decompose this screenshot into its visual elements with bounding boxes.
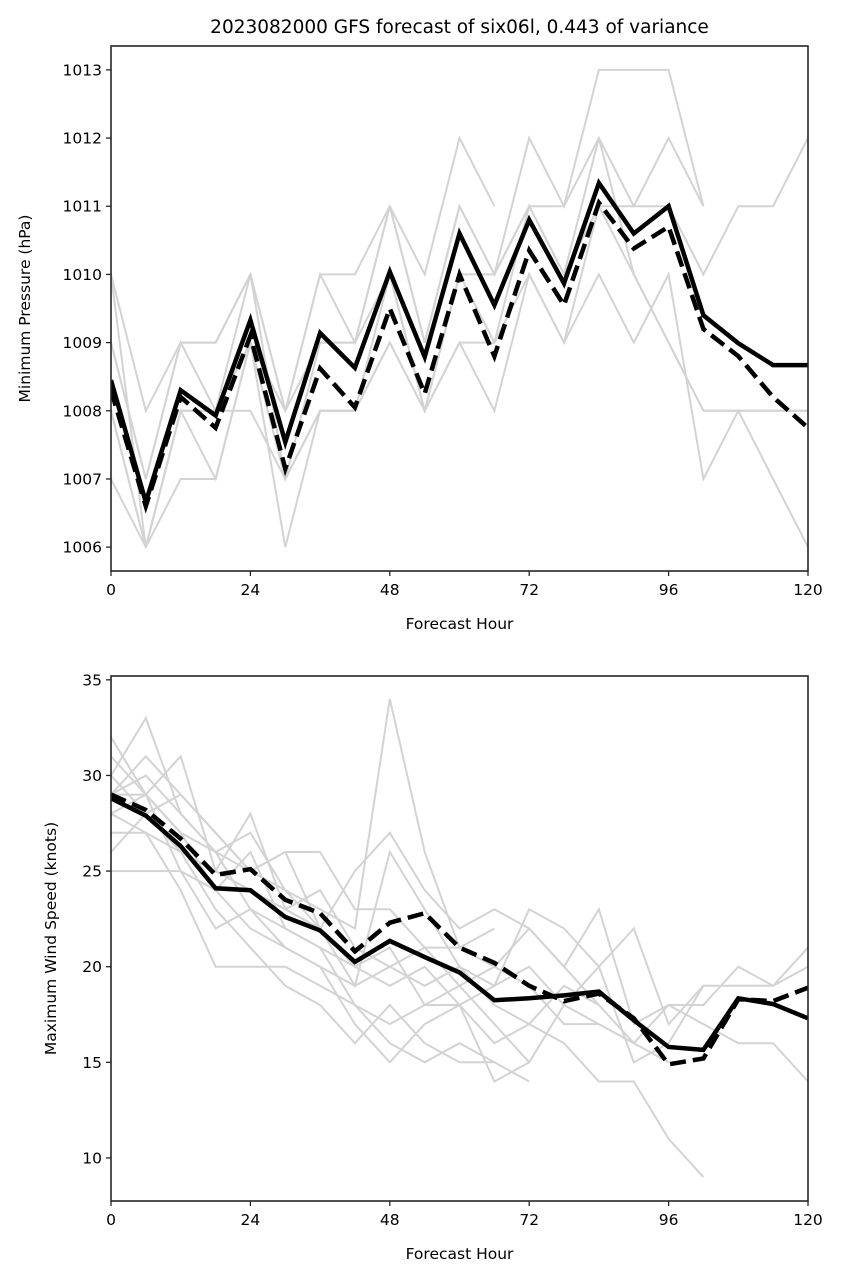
- wind-x-tick-label: 48: [380, 1211, 400, 1229]
- pressure-y-tick-label: 1011: [63, 198, 102, 216]
- wind-x-tick-label: 0: [106, 1211, 116, 1229]
- wind-y-tick-label: 30: [82, 767, 102, 785]
- chart-title: 2023082000 GFS forecast of six06l, 0.443…: [210, 17, 709, 38]
- wind-x-ticks: 0 24 48 72 96 120: [106, 1201, 823, 1229]
- pressure-x-tick-label: 24: [241, 581, 261, 599]
- pressure-main-series: [111, 178, 808, 514]
- pressure-y-tick-label: 1008: [63, 402, 102, 420]
- pressure-y-tick-label: 1012: [63, 130, 102, 148]
- pressure-x-axis-label: Forecast Hour: [406, 615, 514, 633]
- pressure-ensemble-mean-line: [111, 178, 808, 510]
- pressure-y-tick-label: 1006: [63, 539, 102, 557]
- wind-x-tick-label: 96: [659, 1211, 679, 1229]
- wind-y-tick-label: 10: [82, 1149, 102, 1167]
- wind-x-tick-label: 120: [793, 1211, 823, 1229]
- wind-member-line-10: [111, 774, 530, 1083]
- pressure-x-tick-label: 0: [106, 581, 116, 599]
- pressure-member-line-4: [111, 271, 808, 550]
- wind-y-ticks: 10 15 20 25 30 35: [82, 671, 111, 1167]
- wind-member-line-11: [111, 793, 600, 1026]
- wind-y-tick-label: 15: [82, 1054, 102, 1072]
- wind-member-line-3: [111, 755, 808, 1083]
- wind-y-tick-label: 25: [82, 863, 102, 881]
- wind-axes-frame: [110, 675, 809, 1202]
- wind-x-axis-label: Forecast Hour: [406, 1245, 514, 1263]
- wind-x-tick-label: 24: [241, 1211, 261, 1229]
- pressure-member-line-5: [111, 203, 808, 548]
- wind-y-tick-label: 35: [82, 671, 102, 689]
- wind-main-series: [111, 792, 808, 1067]
- wind-member-line-9: [111, 812, 495, 1064]
- pressure-y-tick-label: 1010: [63, 266, 102, 284]
- wind-ensemble-members: [111, 698, 808, 1178]
- pressure-y-tick-label: 1007: [63, 470, 102, 488]
- pressure-x-tick-label: 96: [659, 581, 679, 599]
- pressure-x-tick-label: 48: [380, 581, 400, 599]
- pressure-x-ticks: 0 24 48 72 96 120: [106, 571, 823, 599]
- pressure-y-ticks: 1006 1007 1008 1009 1010 1011 1012 1013: [63, 61, 111, 557]
- pressure-member-line-0: [111, 135, 496, 414]
- wind-x-tick-label: 72: [519, 1211, 539, 1229]
- pressure-x-tick-label: 72: [519, 581, 539, 599]
- pressure-deterministic-line: [111, 198, 808, 514]
- pressure-y-tick-label: 1009: [63, 334, 102, 352]
- wind-y-tick-label: 20: [82, 958, 102, 976]
- pressure-axes-frame: [110, 45, 809, 572]
- pressure-y-tick-label: 1013: [63, 61, 102, 79]
- pressure-panel: 2023082000 GFS forecast of six06l, 0.443…: [16, 17, 823, 633]
- wind-member-line-6: [111, 736, 670, 1064]
- pressure-x-tick-label: 120: [793, 581, 823, 599]
- wind-deterministic-line: [111, 792, 808, 1067]
- pressure-y-axis-label: Minimum Pressure (hPa): [16, 215, 34, 403]
- wind-ensemble-mean-line: [111, 796, 808, 1053]
- pressure-member-line-6: [111, 137, 808, 480]
- wind-y-axis-label: Maximum Wind Speed (knots): [42, 822, 60, 1055]
